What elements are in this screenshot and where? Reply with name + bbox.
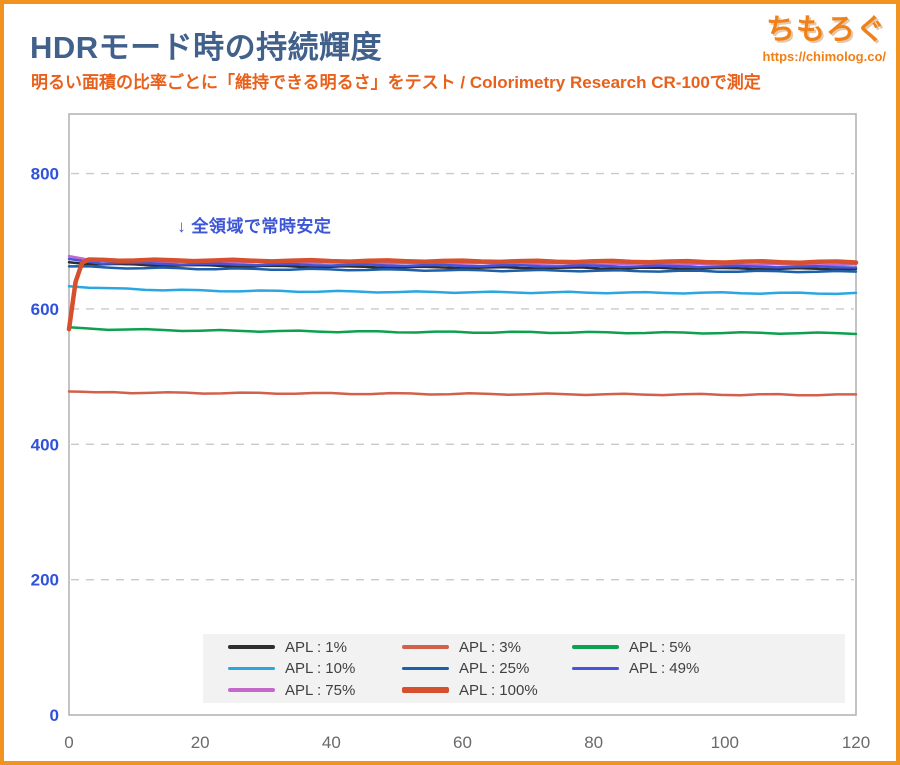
series-line-100pct <box>66 257 859 332</box>
legend-label: APL : 1% <box>285 638 347 656</box>
chart-annotation: ↓ 全領域で常時安定 <box>177 217 332 237</box>
site-logo: ちもろぐ https://chimolog.co/ <box>763 6 887 64</box>
x-tick-label: 120 <box>842 733 870 752</box>
y-tick-label: 0 <box>50 706 59 725</box>
legend-label: APL : 75% <box>285 681 356 699</box>
legend-label: APL : 100% <box>459 681 538 699</box>
legend-item: APL : 5% <box>572 639 845 656</box>
y-tick-label: 400 <box>31 435 59 454</box>
page-subtitle: 明るい面積の比率ごとに「維持できる明るさ」をテスト / Colorimetry … <box>31 73 761 92</box>
x-tick-label: 100 <box>711 733 739 752</box>
x-tick-label: 60 <box>453 733 472 752</box>
series-line-5pct <box>67 325 858 336</box>
legend-label: APL : 25% <box>459 660 530 677</box>
legend-item: APL : 25% <box>402 660 572 677</box>
series-line-10pct <box>67 285 858 296</box>
y-axis-labels: 0 200 400 600 800 <box>31 165 59 725</box>
y-tick-label: 600 <box>31 300 59 319</box>
plot-frame <box>68 113 857 716</box>
legend-label: APL : 5% <box>629 638 691 656</box>
legend-label: APL : 49% <box>629 660 700 677</box>
legend-swatch <box>402 645 449 649</box>
x-tick-label: 20 <box>191 733 210 752</box>
logo-text: ちもろぐ <box>765 14 886 46</box>
legend-item: APL : 10% <box>228 660 402 677</box>
legend-swatch <box>228 666 275 671</box>
y-tick-label: 800 <box>31 165 59 184</box>
chart-legend: APL : 1% APL : 3% APL : 5% APL : 10% APL : 2… <box>203 634 845 703</box>
y-tick-label: 200 <box>31 571 59 590</box>
chart-canvas: 0 200 400 600 800 0 20 40 60 80 100 120 <box>31 113 870 752</box>
x-tick-label: 0 <box>64 733 73 752</box>
legend-item: APL : 3% <box>402 639 572 656</box>
x-axis-labels: 0 20 40 60 80 100 120 <box>64 733 870 752</box>
logo-url: https://chimolog.co/ <box>762 49 887 64</box>
legend-swatch <box>228 688 275 692</box>
x-tick-label: 80 <box>584 733 603 752</box>
page-title: HDRモード時の持続輝度 <box>30 30 383 65</box>
legend-item: APL : 100% <box>402 682 572 699</box>
gridlines <box>71 172 854 581</box>
series-line-3pct <box>67 390 858 397</box>
legend-label: APL : 10% <box>285 660 356 677</box>
legend-label: APL : 3% <box>459 638 521 656</box>
legend-item: APL : 1% <box>228 639 402 656</box>
series-lines <box>66 254 859 397</box>
legend-swatch <box>402 666 449 671</box>
x-tick-label: 40 <box>322 733 341 752</box>
legend-item: APL : 75% <box>228 682 402 699</box>
legend-item: APL : 49% <box>572 660 845 677</box>
legend-swatch <box>402 687 449 693</box>
legend-swatch <box>228 645 275 649</box>
series-line-25pct <box>67 265 858 274</box>
series-line-49pct <box>67 257 858 269</box>
legend-swatch <box>572 645 619 649</box>
legend-swatch <box>572 666 619 671</box>
